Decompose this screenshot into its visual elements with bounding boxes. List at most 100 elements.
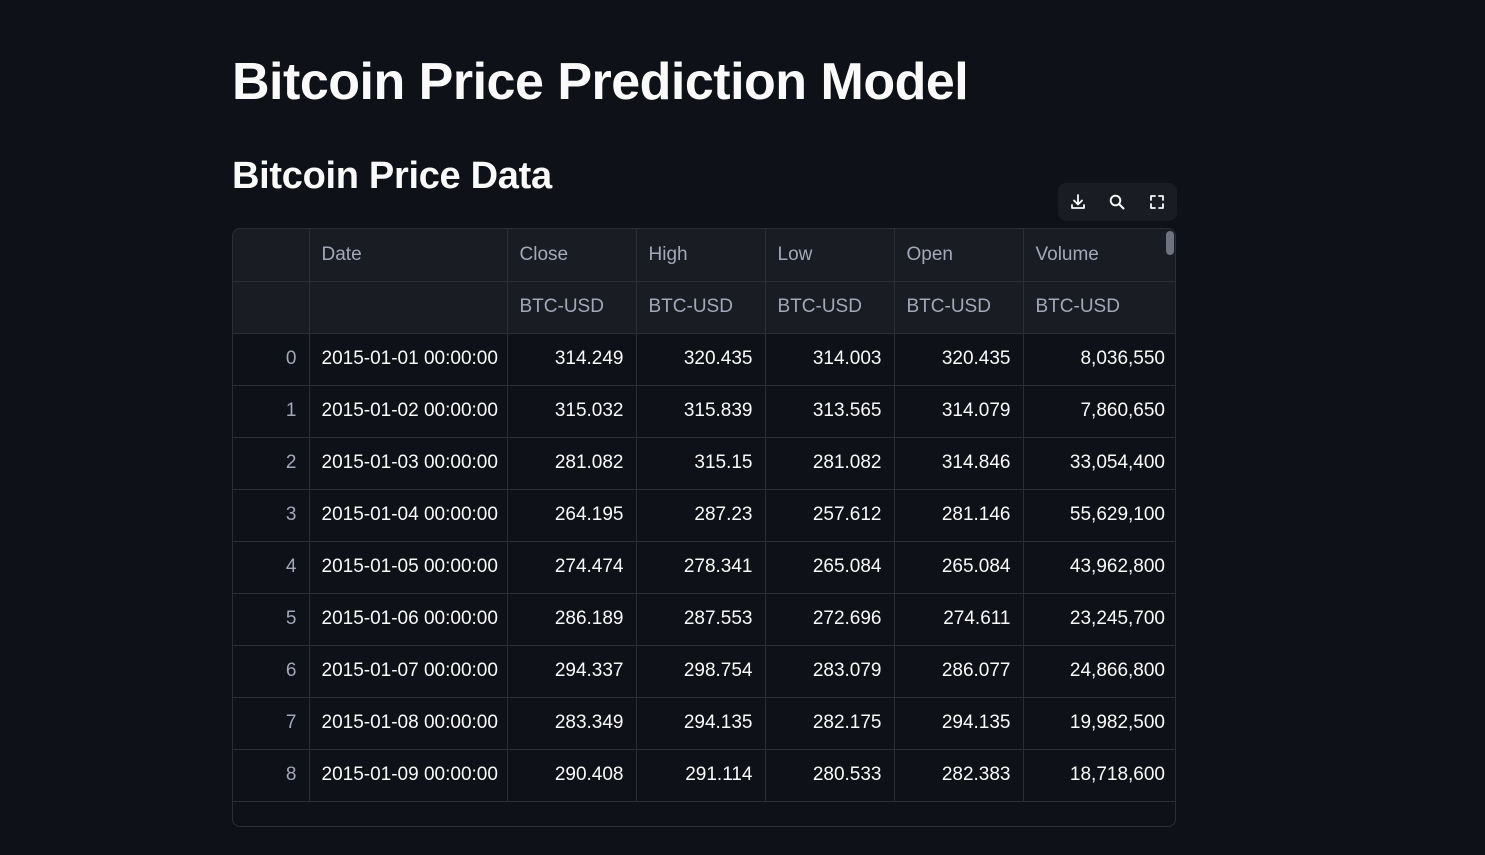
cell-close[interactable]: 290.408: [507, 749, 637, 802]
cell-date[interactable]: 2015-01-04 00:00:00: [309, 489, 508, 542]
cell-date[interactable]: 2015-01-06 00:00:00: [309, 593, 508, 646]
cell-close[interactable]: 281.082: [507, 437, 637, 490]
column-header-close[interactable]: Close: [507, 229, 637, 282]
cell-open[interactable]: 314.079: [894, 385, 1024, 438]
column-header-open[interactable]: Open: [894, 229, 1024, 282]
cell-volume[interactable]: 8,036,550: [1023, 333, 1175, 386]
search-button[interactable]: [1102, 187, 1132, 217]
row-index[interactable]: 2: [233, 437, 310, 490]
cell-low[interactable]: 280.533: [765, 749, 895, 802]
cell-open[interactable]: 282.383: [894, 749, 1024, 802]
cell-high[interactable]: 287.23: [636, 489, 766, 542]
cell-close[interactable]: 264.195: [507, 489, 637, 542]
table-row[interactable]: 3 2015-01-04 00:00:00 264.195 287.23 257.612…: [233, 489, 1175, 542]
subheader-open: BTC-USD: [894, 281, 1024, 334]
cell-volume[interactable]: 33,054,400: [1023, 437, 1175, 490]
cell-volume[interactable]: 7,860,650: [1023, 385, 1175, 438]
cell-low[interactable]: 282.175: [765, 697, 895, 750]
cell-date[interactable]: 2015-01-01 00:00:00: [309, 333, 508, 386]
vertical-scrollbar[interactable]: [1166, 231, 1174, 255]
cell-low[interactable]: 314.003: [765, 333, 895, 386]
row-index[interactable]: 8: [233, 749, 310, 802]
cell-high[interactable]: 320.435: [636, 333, 766, 386]
data-table: Date Close High Low Open Volume BTC-USD …: [233, 229, 1175, 802]
cell-close[interactable]: 274.474: [507, 541, 637, 594]
cell-low[interactable]: 283.079: [765, 645, 895, 698]
cell-volume[interactable]: 19,982,500: [1023, 697, 1175, 750]
page-title: Bitcoin Price Prediction Model: [232, 53, 969, 111]
subheader-low: BTC-USD: [765, 281, 895, 334]
table-row[interactable]: 2 2015-01-03 00:00:00 281.082 315.15 281.082…: [233, 437, 1175, 490]
cell-date[interactable]: 2015-01-05 00:00:00: [309, 541, 508, 594]
table-row[interactable]: 4 2015-01-05 00:00:00 274.474 278.341 265.08…: [233, 541, 1175, 594]
table-row[interactable]: 0 2015-01-01 00:00:00 314.249 320.435 314.00…: [233, 333, 1175, 386]
column-header-low[interactable]: Low: [765, 229, 895, 282]
row-index[interactable]: 1: [233, 385, 310, 438]
download-icon: [1070, 194, 1085, 209]
table-row[interactable]: 6 2015-01-07 00:00:00 294.337 298.754 283.07…: [233, 645, 1175, 698]
row-index[interactable]: 3: [233, 489, 310, 542]
cell-close[interactable]: 283.349: [507, 697, 637, 750]
cell-high[interactable]: 298.754: [636, 645, 766, 698]
cell-date[interactable]: 2015-01-02 00:00:00: [309, 385, 508, 438]
cell-high[interactable]: 287.553: [636, 593, 766, 646]
subheader-volume: BTC-USD: [1023, 281, 1175, 334]
column-header-high[interactable]: High: [636, 229, 766, 282]
cell-low[interactable]: 257.612: [765, 489, 895, 542]
column-header-date[interactable]: Date: [309, 229, 508, 282]
table-row[interactable]: 1 2015-01-02 00:00:00 315.032 315.839 313.56…: [233, 385, 1175, 438]
row-index[interactable]: 5: [233, 593, 310, 646]
fullscreen-icon: [1150, 195, 1165, 209]
cell-open[interactable]: 281.146: [894, 489, 1024, 542]
cell-volume[interactable]: 55,629,100: [1023, 489, 1175, 542]
cell-close[interactable]: 294.337: [507, 645, 637, 698]
cell-close[interactable]: 286.189: [507, 593, 637, 646]
table-body: 0 2015-01-01 00:00:00 314.249 320.435 314.00…: [233, 333, 1175, 802]
cell-low[interactable]: 313.565: [765, 385, 895, 438]
cell-open[interactable]: 294.135: [894, 697, 1024, 750]
cell-open[interactable]: 265.084: [894, 541, 1024, 594]
cell-high[interactable]: 315.15: [636, 437, 766, 490]
subheader-index: [233, 281, 310, 334]
cell-date[interactable]: 2015-01-03 00:00:00: [309, 437, 508, 490]
subheader-close: BTC-USD: [507, 281, 637, 334]
cell-high[interactable]: 291.114: [636, 749, 766, 802]
cell-date[interactable]: 2015-01-09 00:00:00: [309, 749, 508, 802]
cell-high[interactable]: 294.135: [636, 697, 766, 750]
fullscreen-button[interactable]: [1142, 187, 1172, 217]
cell-open[interactable]: 274.611: [894, 593, 1024, 646]
cell-low[interactable]: 272.696: [765, 593, 895, 646]
dataframe-toolbar: [1058, 183, 1177, 221]
cell-close[interactable]: 315.032: [507, 385, 637, 438]
cell-low[interactable]: 281.082: [765, 437, 895, 490]
cell-close[interactable]: 314.249: [507, 333, 637, 386]
column-header-index[interactable]: [233, 229, 310, 282]
cell-high[interactable]: 315.839: [636, 385, 766, 438]
cell-open[interactable]: 320.435: [894, 333, 1024, 386]
cell-high[interactable]: 278.341: [636, 541, 766, 594]
cell-low[interactable]: 265.084: [765, 541, 895, 594]
subheader-date: [309, 281, 508, 334]
row-index[interactable]: 6: [233, 645, 310, 698]
table-row[interactable]: 5 2015-01-06 00:00:00 286.189 287.553 272.69…: [233, 593, 1175, 646]
cell-volume[interactable]: 23,245,700: [1023, 593, 1175, 646]
section-title: Bitcoin Price Data: [232, 155, 552, 197]
cell-date[interactable]: 2015-01-08 00:00:00: [309, 697, 508, 750]
column-header-volume[interactable]: Volume: [1023, 229, 1175, 282]
header-row: Date Close High Low Open Volume: [233, 229, 1175, 282]
cell-open[interactable]: 286.077: [894, 645, 1024, 698]
subheader-high: BTC-USD: [636, 281, 766, 334]
row-index[interactable]: 7: [233, 697, 310, 750]
cell-open[interactable]: 314.846: [894, 437, 1024, 490]
table-row[interactable]: 7 2015-01-08 00:00:00 283.349 294.135 282.17…: [233, 697, 1175, 750]
dataframe[interactable]: Date Close High Low Open Volume BTC-USD …: [232, 228, 1176, 827]
table-row[interactable]: 8 2015-01-09 00:00:00 290.408 291.114 280.53…: [233, 749, 1175, 802]
cell-volume[interactable]: 24,866,800: [1023, 645, 1175, 698]
row-index[interactable]: 4: [233, 541, 310, 594]
download-button[interactable]: [1063, 187, 1093, 217]
cell-volume[interactable]: 18,718,600: [1023, 749, 1175, 802]
cell-date[interactable]: 2015-01-07 00:00:00: [309, 645, 508, 698]
cell-volume[interactable]: 43,962,800: [1023, 541, 1175, 594]
row-index[interactable]: 0: [233, 333, 310, 386]
